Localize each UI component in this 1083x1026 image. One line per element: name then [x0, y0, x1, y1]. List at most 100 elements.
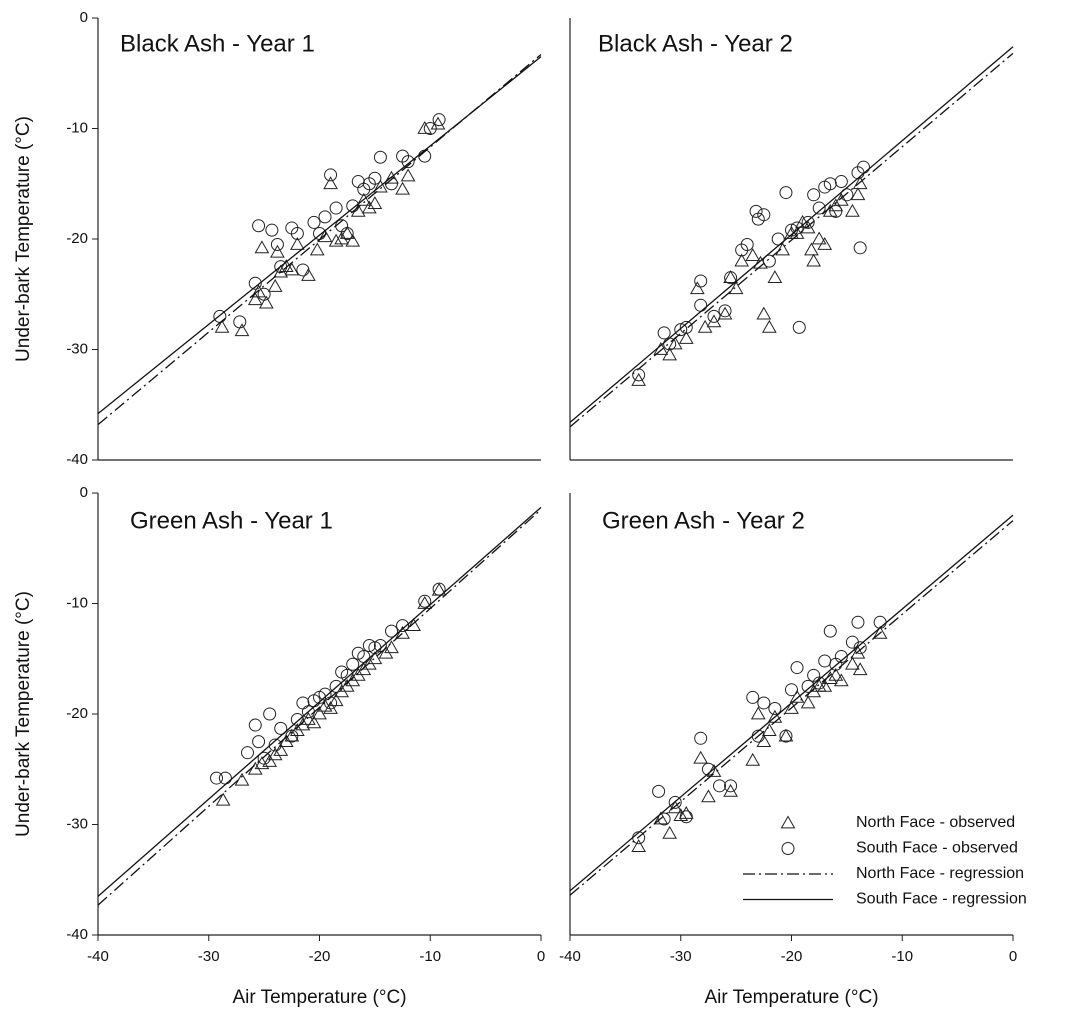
- data-point: [734, 253, 750, 267]
- data-point: [248, 718, 262, 732]
- regression-line: [569, 46, 1014, 423]
- regression-line: [569, 520, 1014, 896]
- data-point: [750, 706, 766, 720]
- data-point: [215, 792, 231, 806]
- data-point: [247, 292, 263, 306]
- data-point: [317, 229, 333, 243]
- data-point: [790, 661, 804, 675]
- regression-line: [569, 52, 1014, 428]
- data-point: [745, 752, 761, 766]
- data-point: [694, 274, 708, 288]
- data-point: [218, 771, 232, 785]
- data-point: [631, 839, 647, 852]
- data-point: [318, 210, 332, 224]
- panel-title: Green Ash - Year 1: [130, 507, 333, 534]
- data-point: [784, 700, 799, 714]
- legend-label: North Face - observed: [856, 814, 1015, 831]
- data-point: [265, 223, 279, 237]
- y-tick-label: -40: [66, 926, 88, 943]
- data-point: [762, 254, 776, 268]
- data-point: [771, 232, 785, 246]
- data-point: [834, 175, 848, 189]
- data-point: [828, 667, 844, 681]
- data-point: [361, 200, 377, 214]
- data-point: [757, 696, 771, 710]
- data-point: [406, 618, 421, 631]
- panel-title: Black Ash - Year 2: [598, 30, 793, 57]
- data-point: [724, 779, 738, 793]
- data-point: [257, 287, 271, 301]
- data-point: [234, 323, 250, 337]
- data-point: [812, 676, 826, 690]
- data-point: [778, 728, 794, 742]
- data-point: [373, 638, 387, 652]
- data-point: [850, 187, 866, 201]
- x-axis-label: Air Temperature (°C): [232, 987, 406, 1008]
- x-tick-label: -30: [670, 948, 692, 965]
- data-point: [718, 304, 732, 318]
- data-point: [853, 641, 867, 655]
- x-tick-label: -20: [781, 948, 803, 965]
- panel-title: Black Ash - Year 1: [120, 30, 315, 57]
- y-axis-label: Under-bark Temperature (°C): [13, 591, 34, 837]
- data-point: [756, 734, 772, 747]
- data-point: [713, 779, 727, 793]
- y-axis-label: Under-bark Temperature (°C): [13, 116, 34, 362]
- data-point: [746, 690, 760, 704]
- data-point: [690, 281, 705, 295]
- data-point: [367, 651, 383, 665]
- data-point: [274, 721, 288, 735]
- data-point: [811, 231, 827, 245]
- data-point: [323, 176, 338, 190]
- data-point: [233, 315, 247, 329]
- data-point: [812, 201, 826, 215]
- data-point: [806, 253, 822, 267]
- data-point: [296, 696, 310, 710]
- data-point: [768, 701, 782, 715]
- data-point: [373, 150, 387, 164]
- data-point: [252, 219, 266, 233]
- data-point: [346, 199, 360, 213]
- data-point: [396, 619, 410, 633]
- data-point: [384, 640, 399, 654]
- data-point: [278, 259, 294, 272]
- data-point: [270, 244, 285, 258]
- data-point: [667, 336, 683, 350]
- data-point: [312, 706, 327, 720]
- data-point: [210, 771, 224, 785]
- data-point: [258, 295, 274, 309]
- y-tick-label: -40: [66, 451, 88, 468]
- data-point: [790, 221, 804, 235]
- data-point: [417, 120, 433, 134]
- data-point: [679, 320, 693, 334]
- data-point: [706, 314, 722, 328]
- panel-title: Green Ash - Year 2: [602, 507, 805, 534]
- data-point: [818, 654, 832, 668]
- data-point: [785, 683, 798, 697]
- regression-line: [97, 56, 542, 415]
- legend-label: South Face - observed: [856, 840, 1018, 857]
- data-point: [368, 171, 382, 185]
- data-point: [423, 122, 437, 135]
- regression-line: [97, 509, 542, 906]
- data-point: [351, 175, 365, 189]
- data-point: [707, 309, 721, 323]
- data-point: [290, 226, 304, 240]
- data-point: [833, 673, 849, 687]
- data-point: [263, 707, 277, 721]
- y-tick-label: -20: [66, 705, 88, 722]
- data-point: [306, 715, 322, 729]
- y-tick-label: -30: [66, 340, 88, 357]
- data-point: [829, 204, 843, 218]
- data-point: [761, 723, 777, 736]
- data-point: [789, 689, 805, 703]
- data-point: [267, 279, 283, 292]
- data-point: [807, 668, 821, 682]
- x-tick-label: 0: [1009, 948, 1017, 965]
- data-point: [800, 695, 816, 709]
- data-point: [749, 204, 763, 218]
- data-point: [745, 248, 761, 261]
- x-tick-label: -40: [87, 948, 109, 965]
- data-point: [267, 747, 283, 761]
